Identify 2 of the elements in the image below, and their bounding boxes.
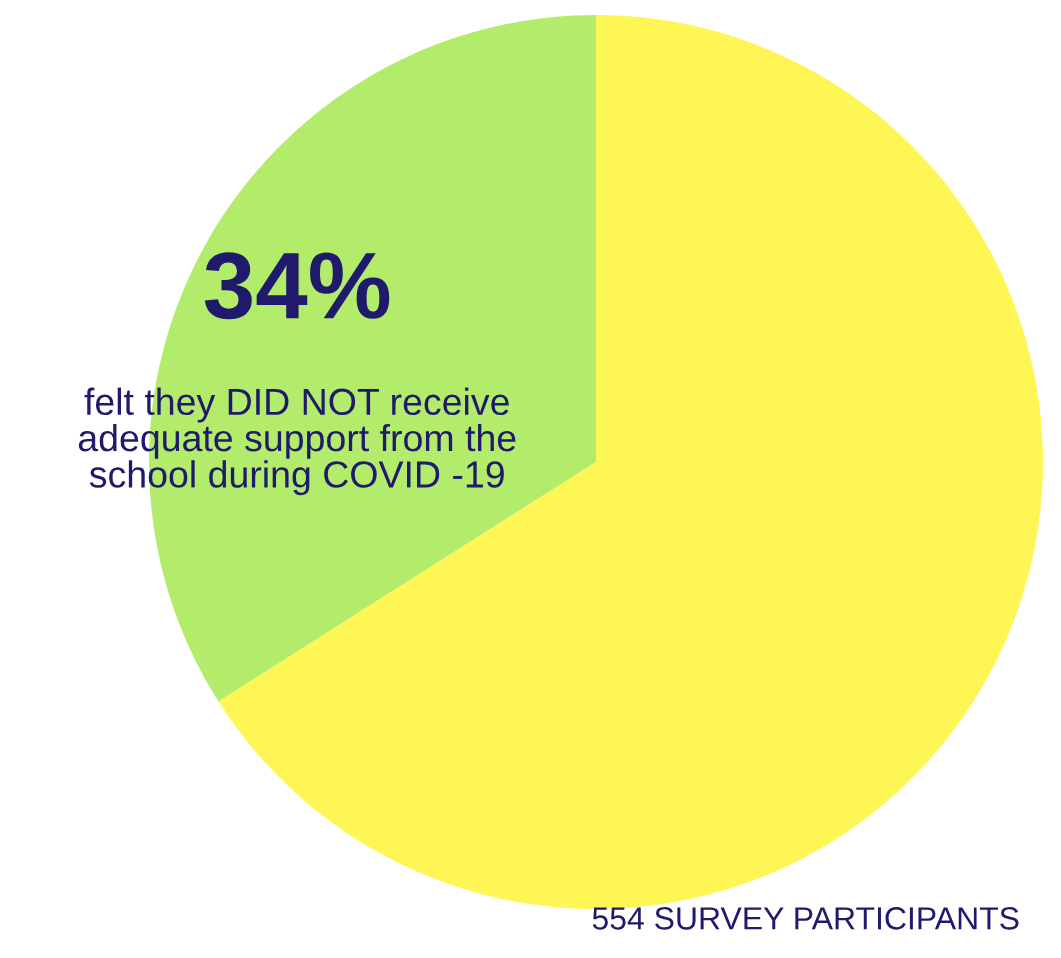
data-label: 34% [204,252,390,320]
text: 554 SURVEY PARTICIPANTS [592,907,1019,930]
